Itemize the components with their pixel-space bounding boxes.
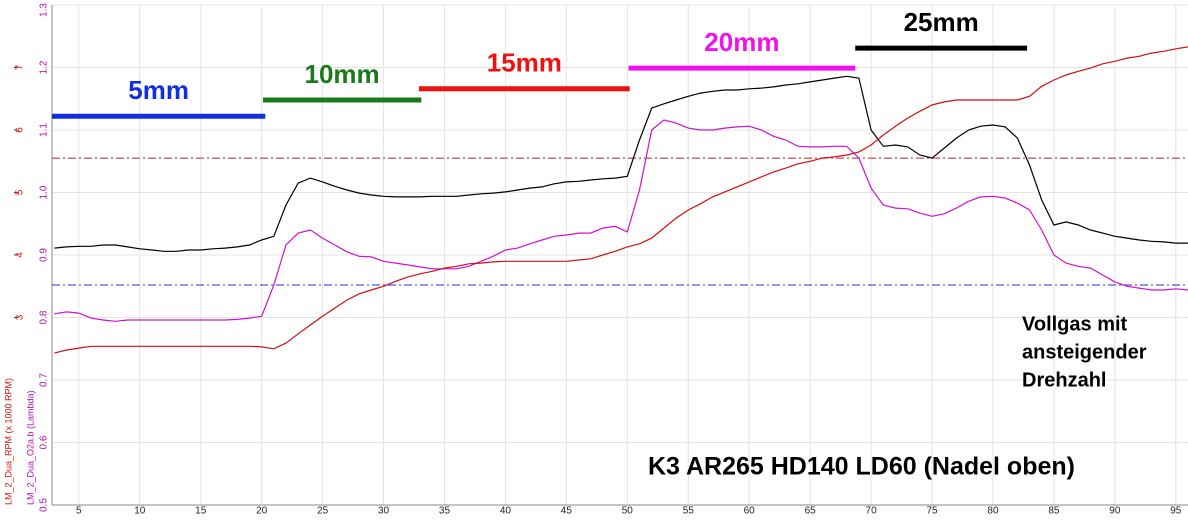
y-tick-label: 1.1 [39,123,50,137]
y-tick-label: 0.6 [39,435,50,449]
y2-tick-label: 3 [15,314,26,320]
note: Vollgas mit [1022,313,1128,335]
series-line [54,119,1188,322]
segment-label: 10mm [305,59,380,89]
x-tick-label: 20 [256,506,268,517]
x-tick-label: 85 [1048,506,1060,517]
x-tick-label: 70 [866,506,878,517]
y2-tick-label: 6 [15,127,26,133]
y2-tick-label: 4 [15,252,26,258]
x-tick-label: 25 [317,506,329,517]
y-tick-label: 0.5 [39,498,50,512]
y2-tick-label: 7 [15,64,26,70]
x-tick-label: 15 [195,506,207,517]
series-line [54,46,1188,354]
x-tick-label: 60 [744,506,756,517]
x-tick-label: 75 [926,506,938,517]
y-tick-label: 0.7 [39,373,50,387]
segment-label: 25mm [904,7,979,37]
x-tick-label: 90 [1109,506,1121,517]
segment-label: 15mm [487,48,562,78]
segment-label: 5mm [128,75,189,105]
y-tick-label: 1.3 [39,3,50,17]
y2-axis-title: LM_2_Dua_RPM (x 1000 RPM) [3,378,13,505]
note: Drehzahl [1022,369,1106,391]
y-axis-title: LM_2_Dua_O2a.b (Lambda) [25,390,35,505]
x-tick-label: 55 [683,506,695,517]
series-line [54,75,1188,252]
x-tick-label: 80 [987,506,999,517]
x-tick-label: 40 [500,506,512,517]
x-tick-label: 5 [76,506,82,517]
x-tick-label: 95 [1170,506,1182,517]
y-tick-label: 1.0 [39,185,50,199]
y-tick-label: 0.9 [39,248,50,262]
segment-label: 20mm [704,27,779,57]
x-tick-label: 65 [805,506,817,517]
x-tick-label: 30 [378,506,390,517]
x-tick-label: 50 [622,506,634,517]
note: ansteigender [1022,341,1147,363]
y-tick-label: 0.8 [39,310,50,324]
x-tick-label: 45 [561,506,573,517]
y2-tick-label: 5 [15,189,26,195]
y-tick-label: 1.2 [39,60,50,74]
chart-title: K3 AR265 HD140 LD60 (Nadel oben) [648,453,1075,481]
x-tick-label: 35 [439,506,451,517]
x-tick-label: 10 [134,506,146,517]
